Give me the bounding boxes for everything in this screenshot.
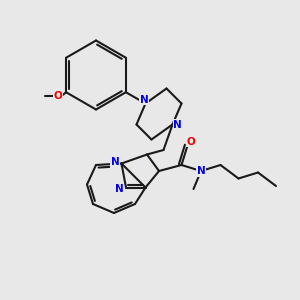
Text: N: N: [110, 157, 119, 167]
Text: O: O: [186, 136, 195, 147]
Text: N: N: [196, 166, 206, 176]
Text: N: N: [115, 184, 124, 194]
Text: O: O: [53, 91, 62, 101]
Text: N: N: [173, 119, 182, 130]
Text: N: N: [140, 95, 148, 105]
